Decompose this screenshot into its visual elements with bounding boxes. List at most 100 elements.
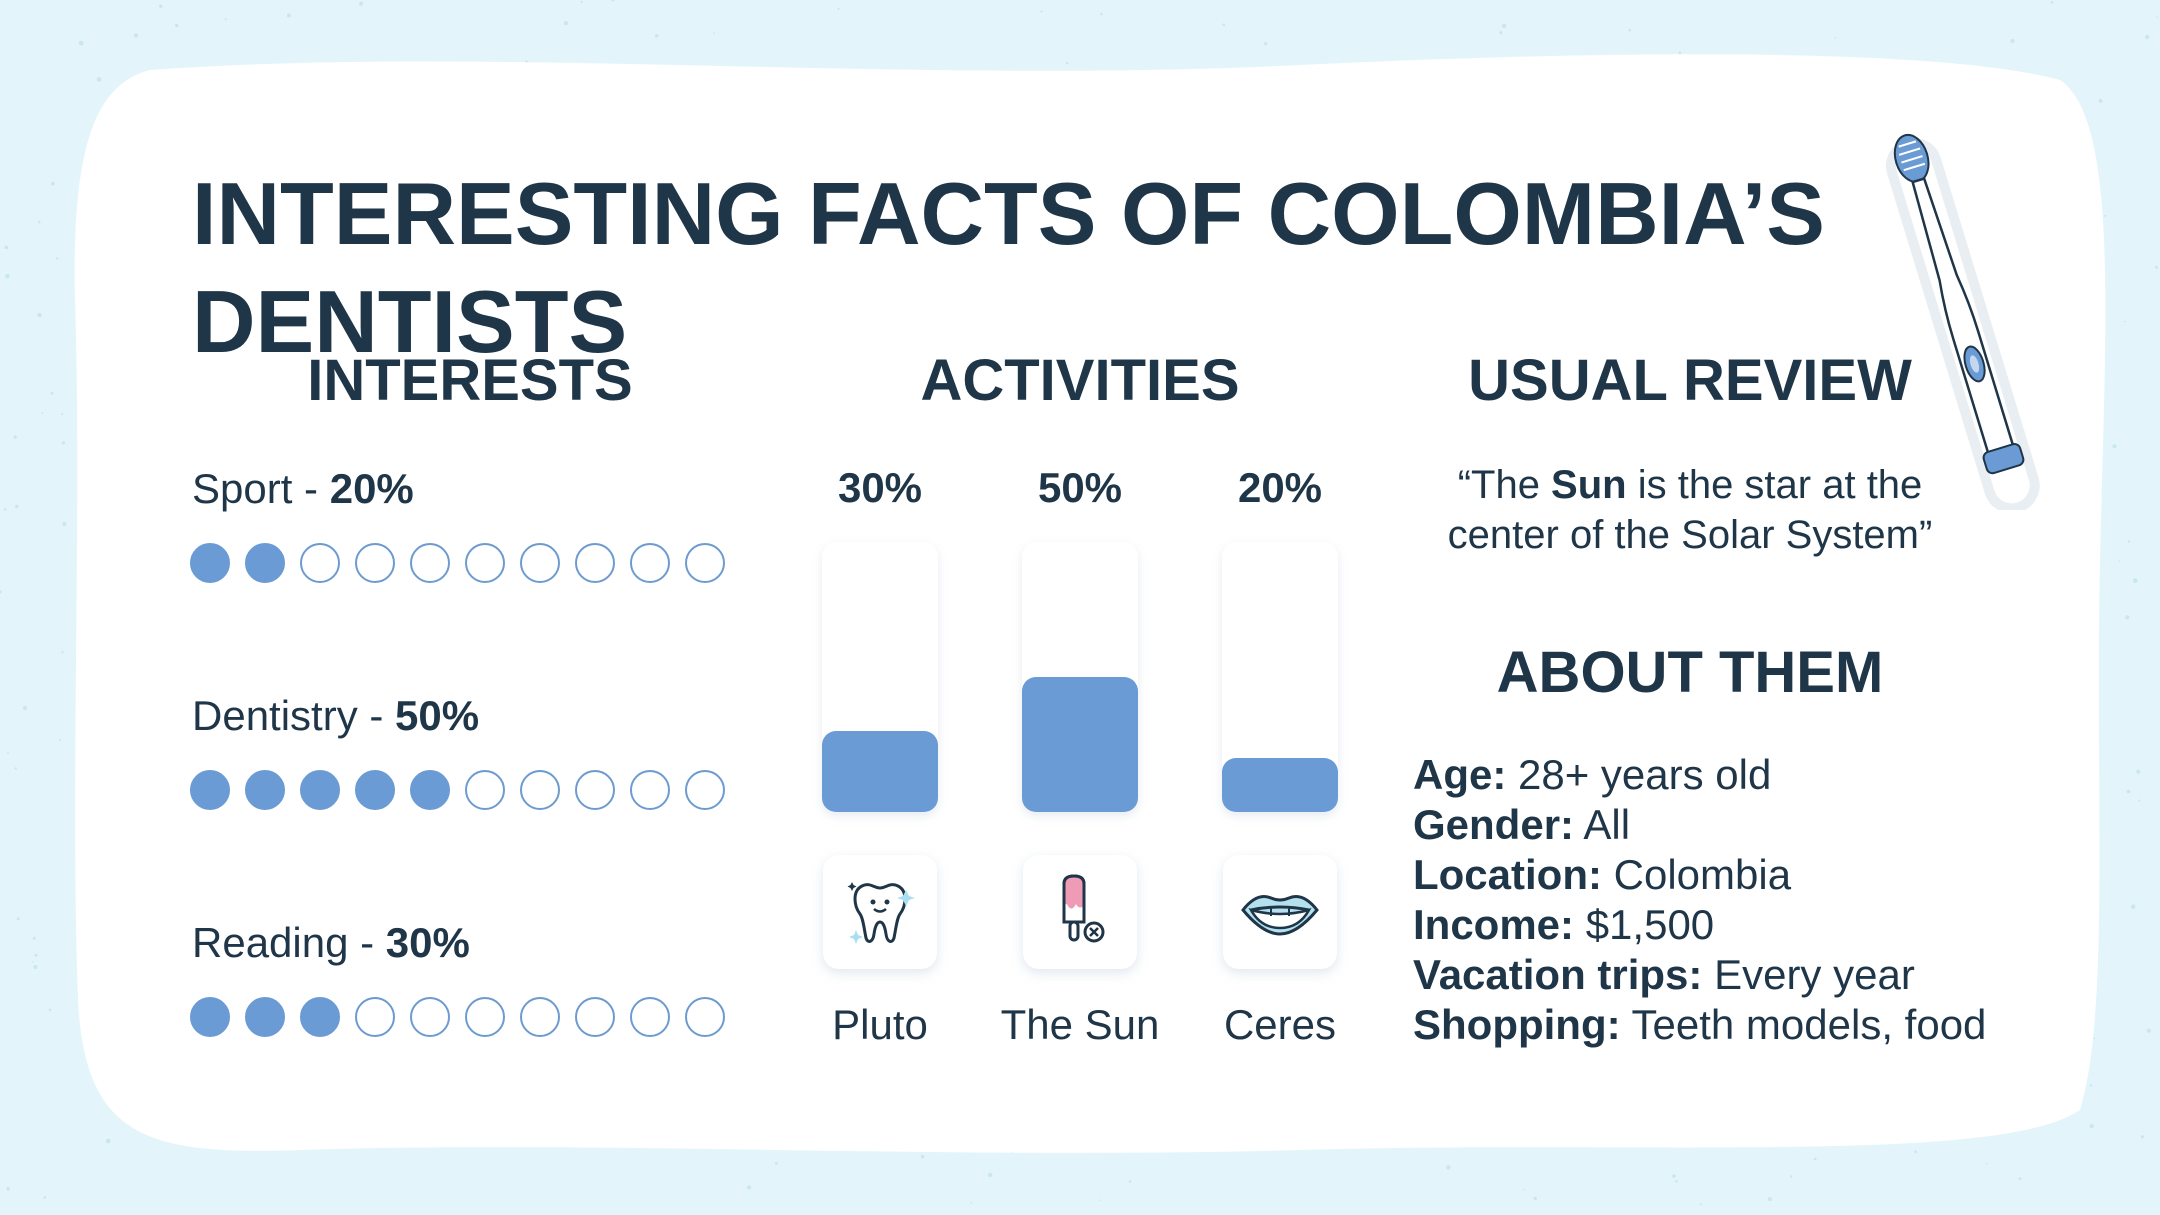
rating-dot-empty [575, 997, 615, 1037]
speck [1040, 10, 1043, 13]
about-label: Gender: [1413, 801, 1575, 848]
review-quote: “The Sun is the star at the center of th… [1400, 460, 1980, 560]
speck [2090, 1084, 2093, 1087]
speck [51, 181, 55, 186]
speck [2104, 214, 2107, 217]
about-label: Vacation trips: [1413, 951, 1703, 998]
activities-heading: ACTIVITIES [920, 348, 1240, 413]
speck [2155, 265, 2158, 269]
rating-dot-empty [685, 543, 725, 583]
activity-bar-track [822, 542, 938, 812]
speck [13, 435, 17, 439]
page-title: INTERESTING FACTS OF COLOMBIA’S DENTISTS [192, 164, 1825, 371]
review-heading: USUAL REVIEW [1468, 348, 1912, 413]
interest-name: Reading - [192, 919, 386, 966]
rating-dot-empty [575, 543, 615, 583]
rating-dot-empty [465, 770, 505, 810]
speck [1767, 1197, 1772, 1202]
about-label: Shopping: [1413, 1001, 1621, 1048]
speck [1222, 23, 1226, 27]
speck [43, 1196, 47, 1199]
speck [37, 312, 42, 318]
speck [2123, 320, 2126, 323]
interest-rating [190, 997, 725, 1037]
rating-dot-empty [355, 543, 395, 583]
rating-dot-empty [630, 997, 670, 1037]
speck [2018, 1177, 2022, 1180]
speck [774, 1162, 778, 1165]
rating-dot-filled [245, 997, 285, 1037]
speck [62, 521, 67, 527]
speck [105, 1138, 111, 1144]
review-open: “The [1457, 463, 1552, 507]
speck [50, 391, 54, 395]
speck [1499, 30, 1503, 35]
speck [61, 651, 64, 654]
about-value: $1,500 [1574, 901, 1715, 948]
activity-percent: 20% [1237, 464, 1323, 511]
about-value: All [1574, 801, 1631, 848]
rating-dot-empty [685, 997, 725, 1037]
speck [2010, 38, 2015, 44]
speck [175, 23, 179, 28]
rating-dot-empty [520, 770, 560, 810]
speck [4, 245, 9, 250]
speck [1790, 1175, 1793, 1178]
activity-name: Pluto [832, 1001, 928, 1048]
rating-dot-empty [520, 543, 560, 583]
rating-dot-filled [355, 770, 395, 810]
speck [59, 739, 62, 741]
about-list: Age: 28+ years old Gender: All Location: C… [1413, 750, 2033, 1050]
speck [16, 917, 20, 921]
interest-label: Sport - 20% [192, 464, 414, 514]
speck [1628, 28, 1632, 32]
speck [134, 33, 138, 38]
speck [2127, 540, 2131, 543]
rating-dot-filled [245, 543, 285, 583]
rating-dot-empty [300, 543, 340, 583]
rating-dot-filled [300, 770, 340, 810]
speck [48, 1008, 52, 1012]
speck [22, 705, 27, 711]
speck [2118, 560, 2120, 563]
speck [5, 274, 10, 279]
speck [1100, 12, 1103, 16]
rating-dot-empty [465, 997, 505, 1037]
speck [7, 751, 9, 754]
interest-value: 50% [395, 692, 480, 739]
speck [2138, 799, 2141, 802]
speck [78, 40, 84, 46]
speck [55, 257, 59, 260]
speck [2098, 98, 2103, 103]
about-row: Vacation trips: Every year [1413, 950, 2033, 1000]
activity-bar-fill [822, 731, 938, 812]
rating-dot-empty [520, 997, 560, 1037]
interest-value: 20% [329, 465, 414, 512]
popsicle-icon [1023, 855, 1137, 969]
rating-dot-empty [630, 543, 670, 583]
speck [14, 767, 17, 770]
interest-label: Reading - 30% [192, 918, 470, 968]
about-heading: ABOUT THEM [1496, 640, 1884, 705]
speck [34, 953, 38, 957]
activity-name: Ceres [1223, 1001, 1337, 1048]
speck [837, 7, 840, 10]
speck [580, 0, 583, 4]
about-row: Income: $1,500 [1413, 900, 2033, 950]
about-value: Colombia [1601, 851, 1792, 898]
speck [2156, 16, 2158, 19]
activity-bar-fill [1222, 758, 1338, 812]
activity-name: The Sun [1000, 1001, 1160, 1048]
speck [1501, 23, 1507, 29]
speck [2089, 1123, 2094, 1129]
speck [2145, 34, 2150, 40]
speck [6, 1187, 10, 1191]
speck [654, 34, 659, 38]
about-row: Location: Colombia [1413, 850, 2033, 900]
speck [1813, 1157, 1817, 1161]
interest-label: Dentistry - 50% [192, 691, 479, 741]
speck [2136, 769, 2141, 774]
about-value: 28+ years old [1506, 751, 1772, 798]
speck [1914, 1150, 1917, 1154]
speck [611, 0, 615, 2]
